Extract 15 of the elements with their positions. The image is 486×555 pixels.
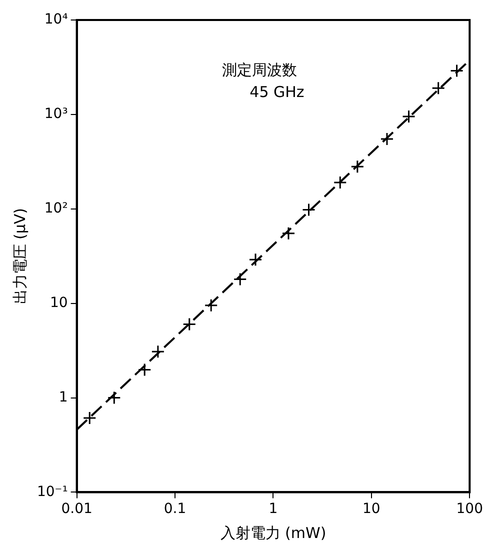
x-tick-label: 10 [362, 501, 380, 518]
annotation: 45 GHz [250, 83, 304, 101]
y-tick-label: 10 [50, 294, 68, 311]
y-tick-label: 10² [44, 200, 68, 217]
y-tick-label: 10³ [44, 106, 68, 122]
y-tick-label: 10⁻¹ [36, 484, 68, 500]
y-tick-label: 1 [58, 389, 68, 406]
annotation: 測定周波数 [222, 61, 298, 79]
y-axis-title: 出力電圧 (μV) [10, 208, 29, 304]
x-tick-label: 0.1 [164, 501, 186, 518]
x-tick-label: 100 [456, 501, 484, 518]
y-tick-label: 10⁴ [44, 12, 68, 28]
x-tick-label: 0.01 [61, 501, 92, 518]
x-tick-label: 1 [268, 501, 278, 518]
x-axis-title: 入射電力 (mW) [220, 524, 326, 542]
